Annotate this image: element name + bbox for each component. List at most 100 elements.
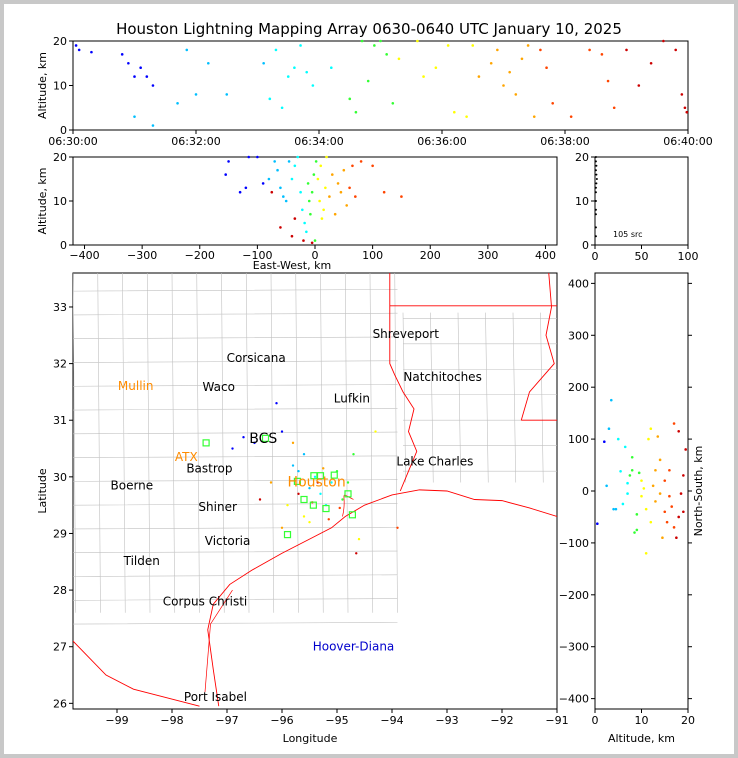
time-source-point	[286, 75, 290, 78]
time-source-point	[262, 61, 265, 65]
ns-source-point	[654, 500, 657, 503]
sabine-border	[389, 273, 418, 492]
ew-y-tick-label: 0	[60, 239, 67, 252]
lma-station-marker	[344, 490, 352, 498]
time-source-point	[77, 48, 81, 52]
ew-source-point	[244, 186, 248, 190]
time-source-point	[354, 110, 358, 114]
time-source-point	[293, 66, 296, 69]
time-source-point	[385, 53, 388, 56]
ew-source-point	[320, 217, 324, 220]
ew-source-point	[284, 199, 288, 203]
map-source-point	[308, 486, 311, 490]
ew-x-tick-label: −200	[185, 249, 215, 262]
ew-source-point	[273, 160, 276, 163]
ns-panel-frame	[594, 272, 689, 710]
ns-source-point	[663, 479, 667, 482]
time-source-point	[133, 115, 136, 118]
ns-source-point	[605, 484, 608, 488]
time-source-point	[127, 61, 130, 65]
ew-x-label: East-West, km	[253, 259, 331, 272]
map-source-point	[302, 452, 306, 456]
ew-y-tick-label: 20	[53, 151, 67, 164]
time-x-tick-label: 06:38:00	[540, 135, 589, 148]
ns-x-tick-label: 20	[681, 714, 695, 727]
time-source-point	[280, 106, 284, 110]
ns-source-point	[658, 492, 662, 495]
ew-source-point	[322, 208, 325, 212]
ns-source-point	[603, 440, 606, 443]
time-source-point	[391, 102, 395, 105]
map-source-point	[258, 498, 262, 501]
time-x-tick-label: 06:30:00	[48, 135, 97, 148]
time-source-point	[532, 115, 536, 118]
time-source-point	[194, 93, 198, 96]
time-source-point	[373, 44, 376, 47]
city-label: Port Isabel	[184, 690, 247, 704]
ew-x-tick-label: −100	[242, 249, 272, 262]
time-source-point	[588, 48, 591, 52]
ns-y-tick-label: −200	[559, 589, 589, 602]
hist-y-tick-label: 0	[582, 239, 589, 252]
time-source-point	[477, 75, 481, 78]
ns-source-point	[630, 468, 634, 472]
ns-source-point	[635, 528, 639, 532]
ns-y-tick-label: 0	[582, 485, 589, 498]
ns-y-tick-label: 100	[568, 433, 589, 446]
time-source-point	[680, 93, 684, 96]
ew-panel-frame	[72, 156, 558, 246]
ew-source-point	[224, 173, 227, 176]
map-y-tick-label: 27	[53, 641, 67, 654]
ew-source-point	[282, 195, 285, 198]
map-source-point	[231, 447, 234, 450]
map-source-point	[346, 481, 350, 484]
ew-source-point	[316, 177, 320, 181]
lma-station-marker	[310, 472, 318, 480]
time-source-point	[508, 70, 511, 74]
ns-source-point	[679, 492, 683, 495]
lma-station-marker	[283, 530, 292, 539]
map-source-point	[327, 518, 330, 521]
map-y-tick-label: 33	[53, 301, 67, 314]
time-source-point	[145, 75, 149, 78]
galveston-bay	[342, 494, 354, 517]
time-source-point	[551, 102, 554, 105]
time-source-point	[520, 57, 524, 61]
map-source-point	[341, 498, 344, 501]
parish-lines	[402, 312, 557, 483]
ns-source-point	[623, 445, 627, 449]
city-label: Bastrop	[186, 461, 232, 475]
ns-source-point	[654, 468, 657, 472]
map-source-point	[352, 452, 355, 456]
ns-source-point	[635, 513, 639, 516]
time-source-point	[496, 48, 499, 52]
time-source-point	[225, 93, 229, 96]
time-source-point	[360, 39, 364, 43]
hist-point	[594, 160, 597, 163]
ew-x-tick-label: 400	[535, 249, 556, 262]
ew-source-point	[287, 160, 291, 163]
ns-source-point	[661, 536, 664, 540]
time-source-point	[299, 44, 302, 47]
time-source-point	[74, 44, 78, 47]
hist-point	[594, 186, 597, 189]
map-x-tick-label: −96	[270, 714, 293, 727]
ew-source-point	[325, 155, 328, 159]
ns-source-point	[670, 505, 674, 508]
city-label: Hoover-Diana	[313, 640, 395, 654]
map-source-point	[319, 492, 322, 496]
ew-source-point	[339, 190, 343, 194]
map-source-point	[269, 481, 273, 484]
time-source-point	[606, 79, 610, 83]
time-source-point	[90, 50, 93, 54]
hist-point	[594, 191, 597, 194]
ew-source-point	[296, 155, 300, 159]
city-label: Waco	[203, 380, 235, 394]
ew-source-point	[359, 160, 363, 163]
ew-source-point	[342, 168, 346, 172]
time-source-point	[422, 75, 425, 78]
ew-x-tick-label: −300	[127, 249, 157, 262]
map-x-tick-label: −92	[490, 714, 513, 727]
ns-y-tick-label: −400	[559, 693, 589, 706]
city-label: Houston	[288, 475, 346, 491]
